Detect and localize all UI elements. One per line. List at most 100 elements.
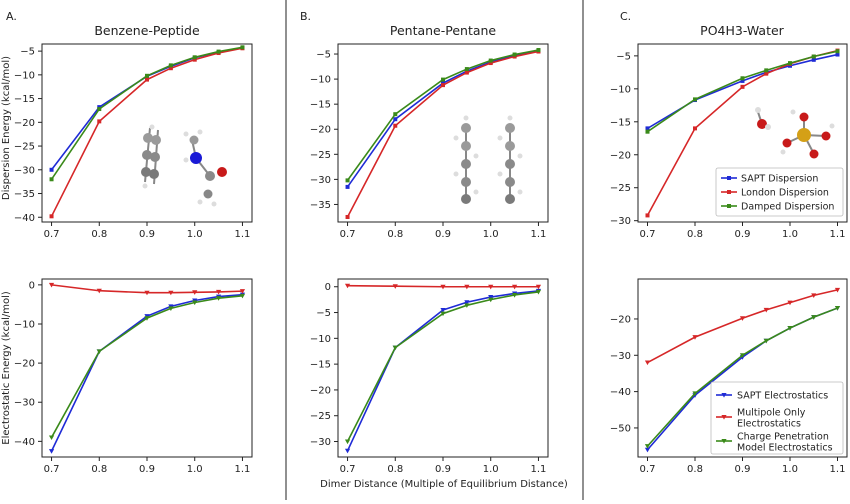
data-point xyxy=(488,297,494,303)
x-tick-label: 0.9 xyxy=(435,229,451,240)
y-tick-label: −25 xyxy=(310,411,331,422)
data-point xyxy=(345,214,350,219)
series-line xyxy=(647,53,838,130)
data-point xyxy=(464,303,470,308)
x-tick-label: 0.9 xyxy=(435,464,451,475)
data-point xyxy=(96,288,102,294)
legend-label: London Dispersion xyxy=(741,188,829,199)
x-axis-label: Dimer Distance (Multiple of Equilibrium … xyxy=(320,479,568,490)
data-point xyxy=(215,289,222,295)
data-point xyxy=(464,300,470,305)
x-tick-label: 1.0 xyxy=(483,464,499,475)
data-point xyxy=(764,71,769,76)
y-tick-label: −50 xyxy=(610,423,631,434)
y-tick-label: −40 xyxy=(14,213,35,224)
data-point xyxy=(344,283,351,289)
legend-label: Multipole Only xyxy=(737,408,806,419)
x-tick-label: 1.1 xyxy=(531,229,547,240)
x-tick-label: 0.7 xyxy=(640,229,656,240)
data-point xyxy=(788,61,792,66)
x-tick-label: 1.0 xyxy=(782,464,798,475)
data-point xyxy=(645,213,650,218)
plot-3: 0.7 0.8 0.9 1.0 1.1 −30 −25 −20 −15 −10 −5 xyxy=(610,43,848,240)
legend-marker xyxy=(727,176,731,180)
data-point xyxy=(511,292,518,298)
y-tick-label: −5 xyxy=(20,47,35,58)
panel-title-b: Pentane-Pentane xyxy=(390,23,497,38)
data-point xyxy=(49,214,54,219)
x-tick-label: 1.1 xyxy=(235,464,251,475)
data-point xyxy=(49,167,54,172)
plot-6: 0.7 0.8 0.9 1.0 1.1 −50 −40 −30 −20 xyxy=(610,278,848,475)
pentane-molecule-image xyxy=(453,115,523,204)
data-point xyxy=(215,296,222,301)
data-point xyxy=(644,360,651,366)
panel-title-c: PO4H3-Water xyxy=(700,23,784,38)
data-point xyxy=(48,282,55,288)
y-tick-label: −15 xyxy=(310,360,331,371)
data-point xyxy=(644,447,651,453)
data-point xyxy=(441,83,445,88)
data-point xyxy=(787,300,793,306)
y-tick-label: −25 xyxy=(310,150,331,161)
data-point xyxy=(764,68,769,73)
x-tick-label: 0.7 xyxy=(44,464,60,475)
y-tick-label: −5 xyxy=(316,50,331,61)
data-point xyxy=(740,84,745,89)
legend-top xyxy=(715,167,844,217)
y-tick-label: 0 xyxy=(29,280,35,291)
x-tick-label: 0.8 xyxy=(687,229,703,240)
data-point xyxy=(645,129,650,134)
legend-label: Charge Penetration xyxy=(737,432,829,443)
data-point xyxy=(693,97,697,102)
x-tick-label: 1.1 xyxy=(235,229,251,240)
y-tick-label: −20 xyxy=(610,314,631,325)
data-point xyxy=(97,107,102,112)
x-tick-label: 0.9 xyxy=(139,229,155,240)
x-tick-label: 0.9 xyxy=(735,464,751,475)
data-point xyxy=(393,123,398,128)
data-point xyxy=(393,117,398,122)
data-point xyxy=(440,307,446,313)
series-line xyxy=(647,50,838,133)
data-point xyxy=(464,67,469,72)
panel-label-c: C. xyxy=(620,10,631,23)
x-tick-label: 0.7 xyxy=(340,464,356,475)
data-point xyxy=(392,345,398,351)
y-tick-label: −5 xyxy=(316,308,331,319)
panel-label-a: A. xyxy=(6,10,17,23)
data-point xyxy=(97,119,102,124)
data-point xyxy=(811,57,816,62)
data-point xyxy=(693,126,697,131)
data-point xyxy=(392,284,398,289)
data-point xyxy=(835,52,840,57)
y-tick-label: −15 xyxy=(610,117,631,128)
y-tick-label: −30 xyxy=(610,351,631,362)
plot-frame xyxy=(337,278,549,458)
x-tick-label: 1.1 xyxy=(531,464,547,475)
data-point xyxy=(464,284,470,290)
legend-marker xyxy=(721,393,727,398)
y-tick-label: −35 xyxy=(310,200,331,211)
plot-5: 0.7 0.8 0.9 1.0 1.1 −30 −25 −20 −15 −10 −5 0 xyxy=(310,278,549,475)
phosphate-water-molecule-image xyxy=(755,107,835,159)
data-point xyxy=(144,290,150,296)
data-point xyxy=(168,290,174,296)
plot-4: 0.7 0.8 0.9 1.0 1.1 −40 −30 −20 −10 0 xyxy=(14,278,253,475)
plot-frame xyxy=(41,43,253,223)
data-point xyxy=(739,353,746,358)
x-tick-label: 0.8 xyxy=(687,464,703,475)
data-point xyxy=(192,57,197,62)
data-point xyxy=(239,293,246,299)
data-point xyxy=(740,76,745,81)
data-point xyxy=(96,349,102,354)
legend-label: Model Electrostatics xyxy=(737,443,833,454)
x-tick-label: 0.9 xyxy=(139,464,155,475)
data-point xyxy=(811,293,817,298)
series-line xyxy=(647,289,838,364)
data-point xyxy=(464,70,469,75)
y-tick-label: −30 xyxy=(14,165,35,176)
y-tick-label: −15 xyxy=(14,94,35,105)
plot-1: 0.7 0.8 0.9 1.0 1.1 −40 −35 −30 −25 −20 −15 −10 −5 xyxy=(14,43,253,240)
